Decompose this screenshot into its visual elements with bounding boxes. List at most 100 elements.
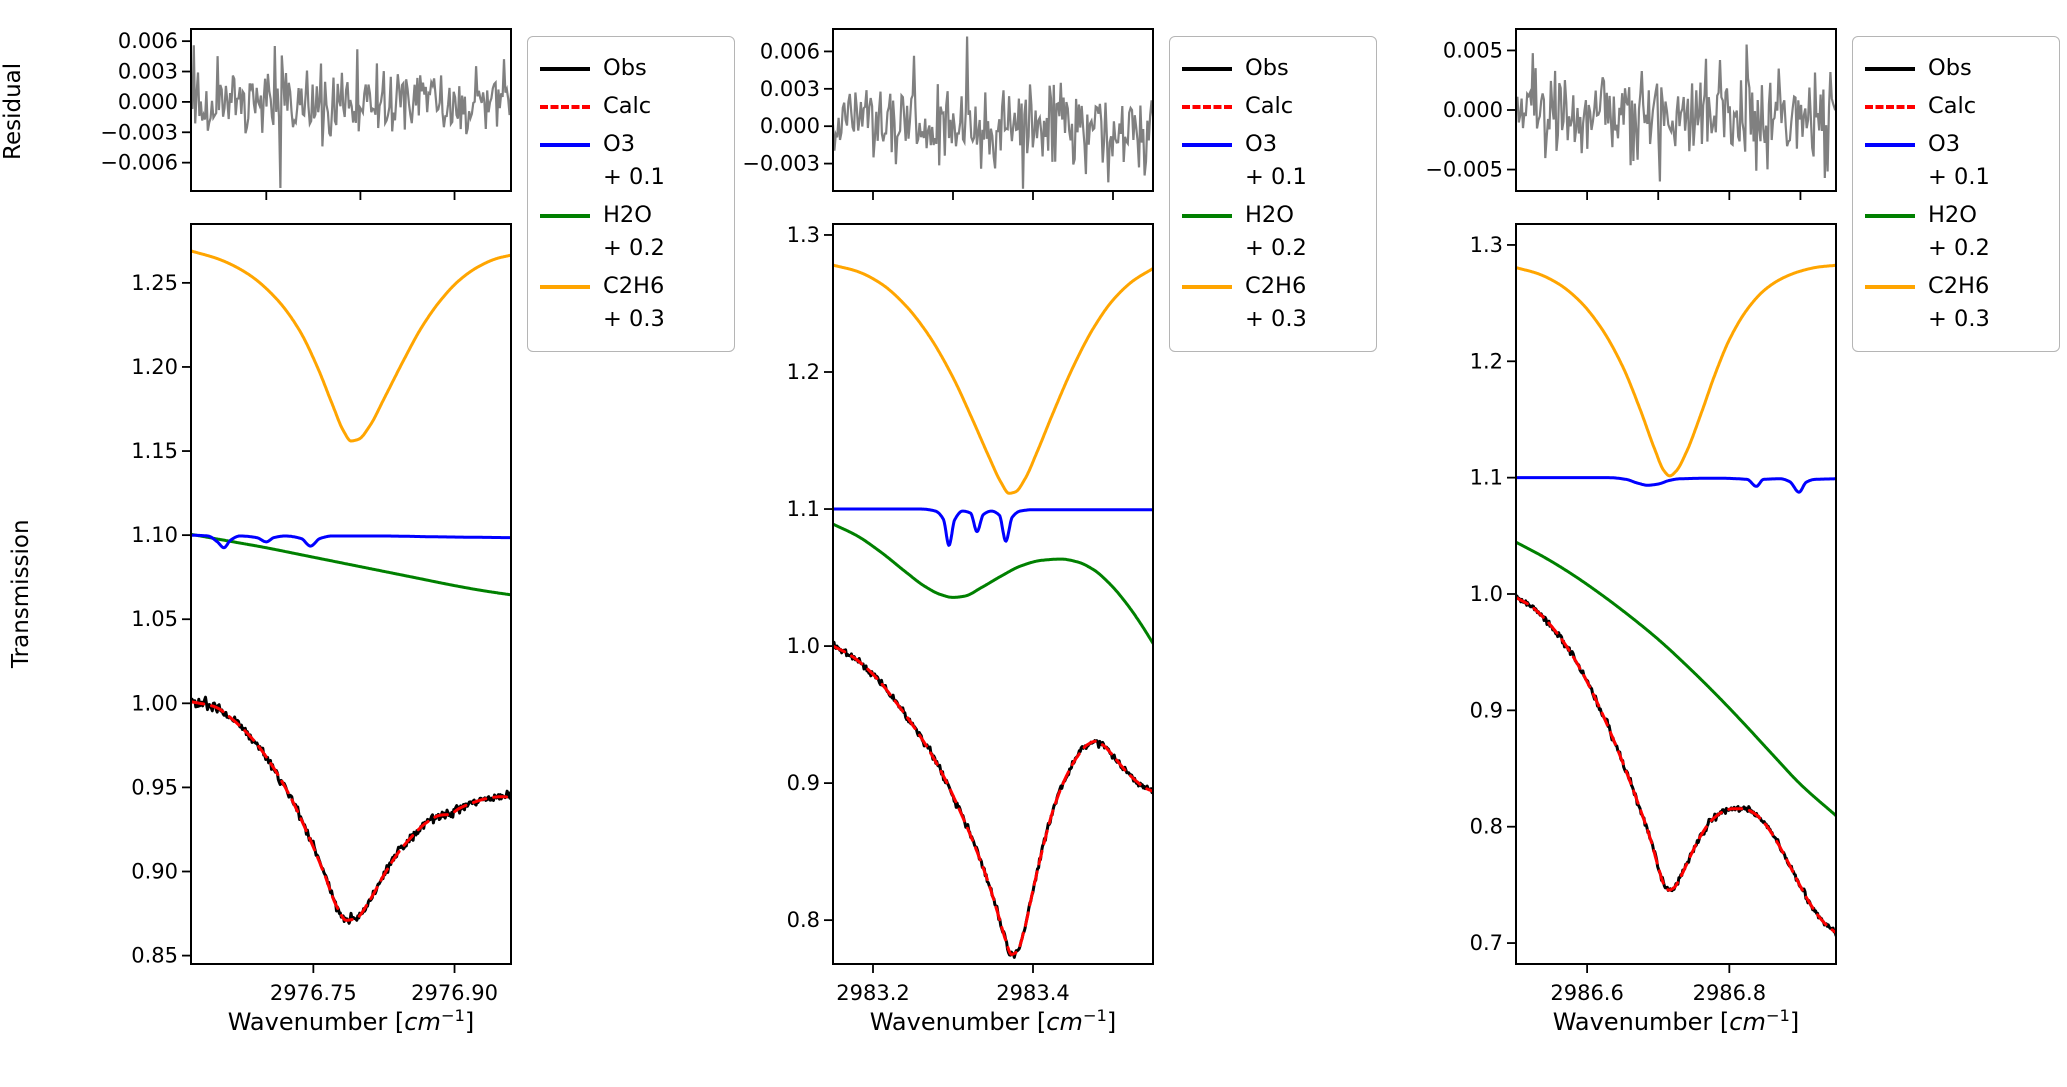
x-axis-label-text: Wavenumber [ <box>869 1008 1047 1036</box>
legend-label-line: Calc <box>603 93 652 119</box>
legend-label-line: O3 <box>1928 131 1961 157</box>
legend-entry: O3 + 0.1 <box>1865 128 2047 194</box>
residual-line <box>833 36 1153 189</box>
transmission-ytick-label: 0.9 <box>787 771 820 795</box>
transmission-xtick-label: 2976.75 <box>270 981 357 1005</box>
legend-entry: C2H6 + 0.3 <box>1865 270 2047 336</box>
x-axis-label-text: Wavenumber [ <box>227 1008 405 1036</box>
transmission-axes-1: 0.85 0.90 0.95 1.00 1.05 1.10 1.15 1.20 1.25 2976… <box>131 223 512 1005</box>
transmission-panel-2 <box>833 263 1153 959</box>
transmission-ytick-label: 0.85 <box>131 944 178 968</box>
legend-label-line: Obs <box>1928 55 1972 81</box>
legend-label-line: Obs <box>603 55 647 81</box>
transmission-axes-2: 0.8 0.9 1.0 1.1 1.2 1.3 2983.2 2983.4 <box>787 223 1154 1005</box>
legend-line-sample-obs <box>540 67 590 71</box>
legend-label-line: C2H6 <box>1245 273 1307 299</box>
transmission-panel-1 <box>191 249 511 925</box>
residual-ytick-label: −0.003 <box>100 120 178 144</box>
transmission-frame <box>190 223 512 965</box>
legend-label-line: + 0.2 <box>603 235 665 261</box>
legend-label-line: C2H6 <box>603 273 665 299</box>
legend-label-line: + 0.2 <box>1245 235 1307 261</box>
residual-panel-3: 0.005 0.000 −0.005 <box>1425 28 1837 200</box>
x-axis-exponent: −1 <box>1082 1006 1107 1025</box>
transmission-xtick-label: 2986.8 <box>1693 981 1766 1005</box>
transmission-xtick-label: 2986.6 <box>1550 981 1623 1005</box>
series-line-h2o <box>191 532 511 597</box>
series-line-h2o <box>833 522 1153 645</box>
legend-line-sample-h2o <box>1865 214 1915 218</box>
transmission-ytick-label: 1.2 <box>1470 349 1503 373</box>
residual-ytick-label: 0.000 <box>1443 98 1503 122</box>
legend-label: H2O + 0.2 <box>1928 199 1990 265</box>
residual-panel-1: 0.006 0.003 0.000 −0.003 −0.006 <box>100 28 512 200</box>
x-axis-label: Wavenumber [cm−1] <box>833 1006 1153 1036</box>
residual-ytick-label: 0.006 <box>760 39 820 63</box>
residual-ytick-label: 0.003 <box>118 60 178 84</box>
x-axis-unit: cm <box>404 1008 441 1036</box>
x-axis-label: Wavenumber [cm−1] <box>191 1006 511 1036</box>
legend: Obs Calc O3 + 0.1 H2O + 0.2 C2H6 + 0.3 <box>1852 36 2060 352</box>
legend-line-sample-c2h6 <box>1865 285 1915 289</box>
x-axis-label-text: Wavenumber [ <box>1552 1008 1730 1036</box>
transmission-panel-3 <box>1516 263 1836 937</box>
transmission-xtick-label: 2976.90 <box>411 981 498 1005</box>
residual-ytick-label: 0.006 <box>118 29 178 53</box>
legend-label-line: Obs <box>1245 55 1289 81</box>
transmission-ytick-label: 0.90 <box>131 860 178 884</box>
residual-ytick-label: −0.006 <box>100 151 178 175</box>
residual-ytick-label: 0.003 <box>760 77 820 101</box>
legend-line-sample-calc <box>1865 105 1915 109</box>
transmission-ytick-label: 1.1 <box>1470 466 1503 490</box>
legend-entry: Obs <box>1182 52 1364 85</box>
legend-label: Calc <box>1928 90 1976 123</box>
transmission-ytick-label: 1.0 <box>787 634 820 658</box>
legend-label: O3 + 0.1 <box>1245 128 1307 194</box>
legend-label-line: O3 <box>1245 131 1278 157</box>
series-line-obs <box>191 695 511 925</box>
legend-label-line: + 0.3 <box>603 306 665 332</box>
legend-entry: C2H6 + 0.3 <box>1182 270 1364 336</box>
transmission-ytick-label: 0.7 <box>1470 931 1503 955</box>
legend-label: C2H6 + 0.3 <box>1928 270 1990 336</box>
series-line-calc <box>191 700 511 922</box>
legend-entry: Calc <box>540 90 722 123</box>
series-line-o3 <box>1516 476 1836 494</box>
legend-label: H2O + 0.2 <box>603 199 665 265</box>
legend-entry: Calc <box>1865 90 2047 123</box>
legend-entry: O3 + 0.1 <box>540 128 722 194</box>
legend-line-sample-c2h6 <box>1182 285 1232 289</box>
transmission-ytick-label: 0.9 <box>1470 698 1503 722</box>
legend-label-line: + 0.1 <box>1928 164 1990 190</box>
legend-label-line: + 0.3 <box>1928 306 1990 332</box>
legend-entry: Calc <box>1182 90 1364 123</box>
legend-entry: Obs <box>1865 52 2047 85</box>
legend-label-line: + 0.1 <box>603 164 665 190</box>
residual-line <box>1516 44 1836 182</box>
residual-line <box>191 45 511 189</box>
legend-label-line: + 0.3 <box>1245 306 1307 332</box>
legend-entry: H2O + 0.2 <box>540 199 722 265</box>
x-axis-unit: cm <box>1729 1008 1766 1036</box>
transmission-ytick-label: 1.0 <box>1470 582 1503 606</box>
transmission-ytick-label: 1.00 <box>131 691 178 715</box>
legend-label: Obs <box>1928 52 1972 85</box>
transmission-ytick-label: 1.3 <box>1470 233 1503 257</box>
legend-entry: H2O + 0.2 <box>1182 199 1364 265</box>
legend-label: Obs <box>603 52 647 85</box>
series-line-obs <box>833 640 1153 959</box>
residual-ytick-label: 0.000 <box>118 90 178 114</box>
series-line-c2h6 <box>191 249 511 443</box>
legend-label-line: Calc <box>1928 93 1977 119</box>
residual-axis-label: Residual <box>0 62 26 160</box>
legend-label-line: O3 <box>603 131 636 157</box>
transmission-xtick-label: 2983.2 <box>836 981 909 1005</box>
legend-label-line: Calc <box>1245 93 1294 119</box>
series-line-calc <box>833 644 1153 956</box>
x-axis-unit: cm <box>1046 1008 1083 1036</box>
legend-line-sample-calc <box>1182 105 1232 109</box>
transmission-ytick-label: 0.95 <box>131 775 178 799</box>
transmission-frame <box>832 223 1154 965</box>
legend-line-sample-obs <box>1865 67 1915 71</box>
